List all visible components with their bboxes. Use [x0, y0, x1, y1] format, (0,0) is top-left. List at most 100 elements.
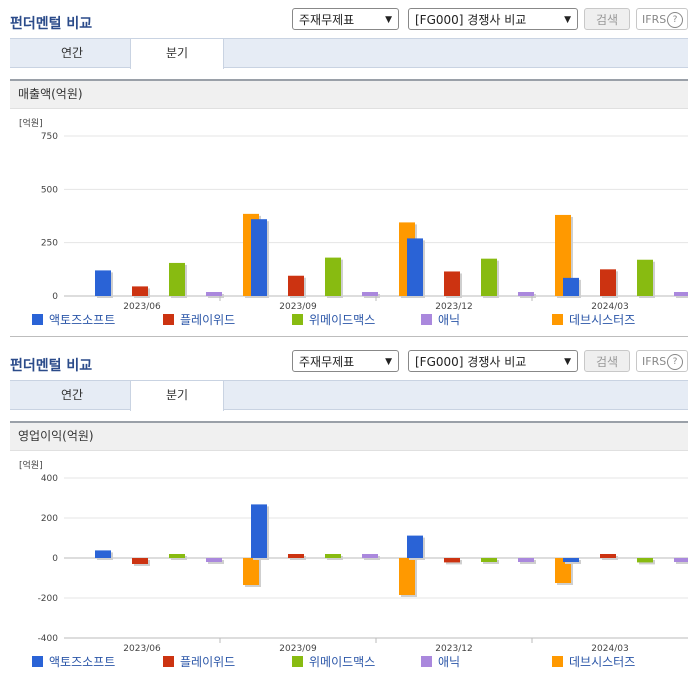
legend-label: 위메이드맥스 — [309, 313, 376, 327]
legend-item[interactable]: 위메이드맥스 — [292, 655, 375, 669]
bar — [637, 558, 653, 563]
x-tick-label: 2023/09 — [279, 644, 317, 654]
legend-swatch — [292, 314, 303, 325]
help-icon[interactable]: ? — [667, 12, 683, 28]
bar — [169, 262, 185, 296]
bar — [288, 275, 304, 296]
x-tick-label: 2023/06 — [123, 644, 161, 654]
bar — [206, 292, 222, 296]
bar — [600, 554, 616, 558]
fundamental-section-1: 펀더멘털 비교 주재무제표 ▼ [FG000] 경쟁사 비교 ▼ 검색 IFRS… — [0, 0, 696, 340]
metric-title: 영업이익(억원) — [10, 421, 688, 451]
search-button[interactable]: 검색 — [584, 350, 630, 372]
help-icon[interactable]: ? — [667, 354, 683, 370]
revenue-bar-chart: [억원] 0 250 500 750 2023/06 2023/09 2023/12 2024/… — [19, 117, 688, 312]
chevron-down-icon: ▼ — [564, 357, 571, 367]
bar — [481, 258, 497, 296]
bar — [95, 270, 111, 296]
legend-item[interactable]: 애닉 — [421, 655, 460, 669]
chart-legend: 액토즈소프트 플레이위드 위메이드맥스 애닉 데브시스터즈 — [10, 655, 688, 671]
chart-legend: 액토즈소프트 플레이위드 위메이드맥스 애닉 데브시스터즈 — [10, 313, 688, 329]
bar — [555, 214, 571, 296]
x-tick-label: 2024/03 — [591, 644, 628, 654]
section-title: 펀더멘털 비교 — [10, 358, 93, 374]
bar — [325, 257, 341, 296]
compare-select[interactable]: [FG000] 경쟁사 비교 ▼ — [408, 8, 578, 30]
bar — [288, 554, 304, 558]
tab-annual[interactable]: 연간 — [60, 388, 84, 402]
bar — [243, 558, 259, 585]
y-tick-label: 400 — [41, 474, 58, 484]
legend-item[interactable]: 데브시스터즈 — [552, 655, 635, 669]
legend-label: 데브시스터즈 — [569, 313, 636, 327]
legend-swatch — [163, 314, 174, 325]
ifrs-label: IFRS — [642, 355, 667, 368]
legend-swatch — [552, 314, 563, 325]
bar — [444, 558, 460, 563]
bar — [399, 558, 415, 595]
bar — [132, 286, 148, 296]
bar — [481, 558, 497, 562]
bar — [206, 558, 222, 562]
legend-item[interactable]: 애닉 — [421, 313, 460, 327]
legend-swatch — [552, 656, 563, 667]
bar — [132, 558, 148, 564]
legend-swatch — [32, 656, 43, 667]
section-title: 펀더멘털 비교 — [10, 16, 93, 32]
compare-select-value: [FG000] 경쟁사 비교 — [415, 355, 527, 369]
y-tick-label: 250 — [41, 239, 58, 249]
legend-swatch — [421, 656, 432, 667]
bar — [518, 558, 534, 562]
bar — [444, 271, 460, 296]
section-header: 펀더멘털 비교 주재무제표 ▼ [FG000] 경쟁사 비교 ▼ 검색 IFRS… — [0, 0, 696, 38]
y-unit-label: [억원] — [19, 117, 43, 129]
legend-swatch — [292, 656, 303, 667]
legend-label: 데브시스터즈 — [569, 655, 636, 669]
legend-label: 플레이위드 — [180, 313, 236, 327]
bar — [674, 292, 688, 296]
compare-select[interactable]: [FG000] 경쟁사 비교 ▼ — [408, 350, 578, 372]
legend-swatch — [32, 314, 43, 325]
compare-select-value: [FG000] 경쟁사 비교 — [415, 13, 527, 27]
chevron-down-icon: ▼ — [385, 15, 392, 25]
y-tick-label: 500 — [41, 185, 58, 195]
legend-item[interactable]: 액토즈소프트 — [32, 655, 115, 669]
bar — [555, 558, 571, 583]
period-tabs: 연간 분기 — [10, 380, 688, 411]
statement-select-value: 주재무제표 — [299, 355, 355, 369]
legend-item[interactable]: 데브시스터즈 — [552, 313, 635, 327]
legend-label: 애닉 — [438, 655, 461, 669]
bar — [674, 558, 688, 562]
legend-label: 액토즈소프트 — [49, 313, 116, 327]
chevron-down-icon: ▼ — [385, 357, 392, 367]
y-tick-label: 750 — [41, 132, 58, 142]
bar — [251, 219, 267, 296]
tab-quarterly[interactable]: 분기 — [130, 39, 224, 69]
fundamental-section-2: 펀더멘털 비교 주재무제표 ▼ [FG000] 경쟁사 비교 ▼ 검색 IFRS… — [0, 342, 696, 684]
operating-profit-bar-chart: [억원] -400 -200 0 200 400 2023/06 2023/09 2023/12… — [19, 459, 688, 654]
legend-item[interactable]: 위메이드맥스 — [292, 313, 375, 327]
bar — [600, 269, 616, 296]
legend-label: 위메이드맥스 — [309, 655, 376, 669]
legend-item[interactable]: 액토즈소프트 — [32, 313, 115, 327]
legend-item[interactable]: 플레이위드 — [163, 655, 235, 669]
metric-title: 매출액(억원) — [10, 79, 688, 109]
bar — [362, 554, 378, 558]
bar — [518, 292, 534, 296]
statement-select[interactable]: 주재무제표 ▼ — [292, 350, 399, 372]
search-button[interactable]: 검색 — [584, 8, 630, 30]
bar — [407, 238, 423, 296]
tab-quarterly[interactable]: 분기 — [130, 381, 224, 411]
y-tick-label: -200 — [38, 594, 59, 604]
ifrs-button[interactable]: IFRS ? — [636, 350, 688, 372]
legend-item[interactable]: 플레이위드 — [163, 313, 235, 327]
legend-label: 애닉 — [438, 313, 461, 327]
tab-annual[interactable]: 연간 — [60, 46, 84, 60]
legend-label: 액토즈소프트 — [49, 655, 116, 669]
statement-select[interactable]: 주재무제표 ▼ — [292, 8, 399, 30]
ifrs-button[interactable]: IFRS ? — [636, 8, 688, 30]
ifrs-label: IFRS — [642, 13, 667, 26]
bar — [325, 554, 341, 558]
period-tabs: 연간 분기 — [10, 38, 688, 69]
legend-label: 플레이위드 — [180, 655, 236, 669]
